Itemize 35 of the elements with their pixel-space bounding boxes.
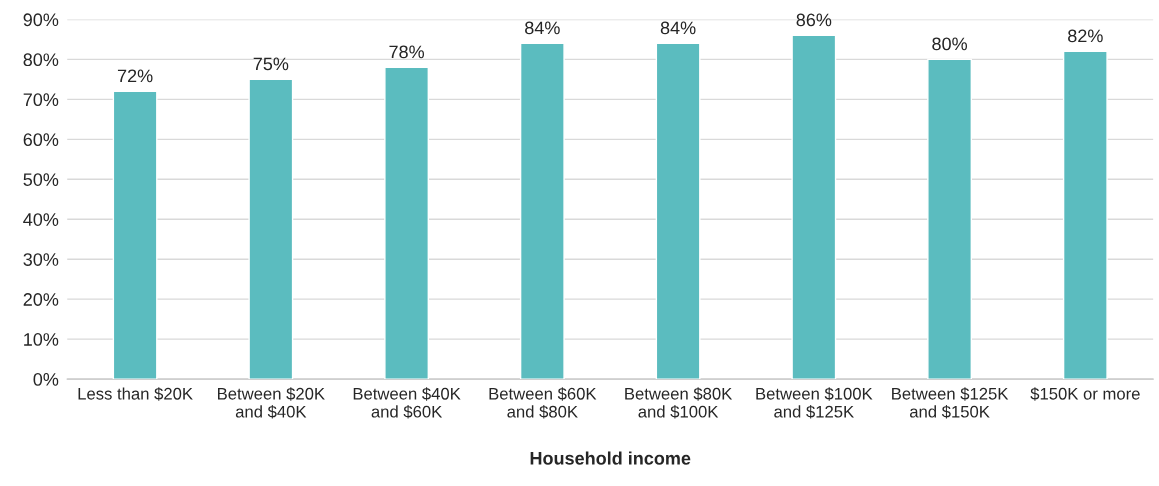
x-tick-label: Between $20K and $40K: [218, 387, 325, 419]
x-tick-label: Between $125K and $150K: [892, 387, 1009, 419]
y-tick-label: 40%: [23, 213, 59, 226]
x-tick-label: Between $100K and $125K: [756, 387, 873, 419]
bar: [791, 34, 837, 380]
y-tick-label: 20%: [23, 293, 59, 306]
y-tick-label: 10%: [24, 333, 59, 346]
y-tick-label: 80%: [23, 53, 59, 67]
bar: [384, 66, 430, 380]
bar: [519, 42, 565, 380]
y-tick-label: 70%: [23, 93, 59, 107]
data-label: 80%: [932, 37, 968, 51]
data-label: 75%: [253, 57, 289, 71]
y-tick-label: 30%: [23, 253, 59, 266]
x-tick-label: $150K or more: [1030, 387, 1140, 401]
y-tick-label: 50%: [23, 173, 59, 186]
data-label: 72%: [117, 69, 153, 83]
x-axis-title: Household income: [530, 451, 691, 465]
bar: [248, 78, 294, 380]
data-label: 84%: [525, 21, 560, 35]
data-label: 84%: [660, 21, 696, 35]
data-label: 82%: [1068, 29, 1103, 43]
bar: [112, 90, 158, 380]
x-tick-label: Less than $20K: [78, 387, 193, 401]
y-tick-label: 60%: [23, 133, 59, 147]
x-tick-label: Between $60K and $80K: [489, 387, 597, 419]
data-label: 78%: [389, 45, 425, 59]
bar: [655, 42, 701, 380]
x-tick-label: Between $80K and $100K: [625, 387, 733, 419]
y-tick-label: 0%: [33, 373, 59, 386]
x-tick-label: Between $40K and $60K: [353, 387, 461, 419]
bar: [1062, 50, 1108, 380]
y-tick-label: 90%: [23, 13, 59, 27]
data-label: 86%: [796, 13, 832, 27]
bar: [927, 58, 972, 380]
